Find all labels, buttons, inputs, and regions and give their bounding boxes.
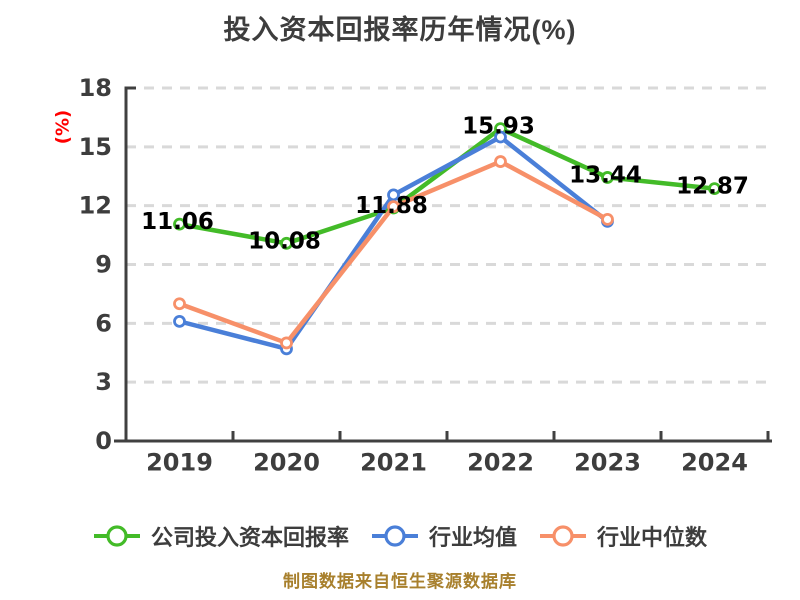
data-point [708, 182, 721, 196]
legend-label-industry-mean: 行业均值 [428, 525, 517, 550]
y-tick-label: 18 [79, 74, 112, 102]
data-point [173, 314, 186, 328]
legend-marker-industry-median-icon [540, 525, 586, 547]
legend-marker-industry-mean-icon [371, 525, 418, 547]
x-tick-label: 2023 [574, 449, 641, 477]
data-label: 12.87 [676, 174, 749, 200]
data-point [280, 336, 293, 350]
legend-label-company-roic: 公司投入资本回报率 [150, 525, 349, 550]
data-label: 15.93 [462, 114, 535, 140]
legend-label-industry-median: 行业中位数 [597, 525, 708, 550]
data-label: 10.08 [248, 228, 321, 254]
x-tick-label: 2021 [360, 449, 427, 477]
y-tick-label: 12 [79, 192, 112, 220]
y-axis-label: (%) [53, 110, 74, 145]
data-point [173, 217, 186, 231]
data-point [280, 236, 293, 250]
legend-item-industry-mean: 行业均值 [371, 520, 517, 552]
legend-item-company-roic: 公司投入资本回报率 [93, 520, 349, 552]
data-point [494, 130, 507, 144]
data-point [601, 171, 614, 184]
data-point [494, 155, 507, 168]
legend: 公司投入资本回报率 行业均值 行业中位数 [0, 520, 800, 552]
y-tick-label: 9 [95, 251, 112, 279]
data-label: 11.88 [355, 193, 428, 219]
y-tick-label: 0 [95, 427, 112, 455]
y-tick-label: 6 [95, 309, 112, 337]
chart-footer: 制图数据来自恒生聚源数据库 [283, 572, 517, 591]
data-point [173, 297, 186, 311]
legend-item-industry-median: 行业中位数 [539, 520, 707, 552]
data-label: 13.44 [569, 162, 642, 188]
y-tick-label: 15 [79, 133, 112, 161]
data-label: 11.06 [141, 209, 214, 235]
x-tick-label: 2020 [253, 449, 320, 477]
data-point [387, 200, 400, 214]
y-tick-label: 3 [95, 368, 112, 396]
data-point [601, 212, 614, 226]
x-tick-label: 2019 [146, 449, 213, 477]
legend-marker-company-roic-icon [93, 525, 140, 547]
x-tick-label: 2024 [681, 449, 748, 477]
data-point [387, 188, 400, 202]
chart-title: 投入资本回报率历年情况(%) [223, 15, 577, 45]
x-tick-label: 2022 [467, 449, 534, 477]
series-line-1 [177, 134, 610, 352]
